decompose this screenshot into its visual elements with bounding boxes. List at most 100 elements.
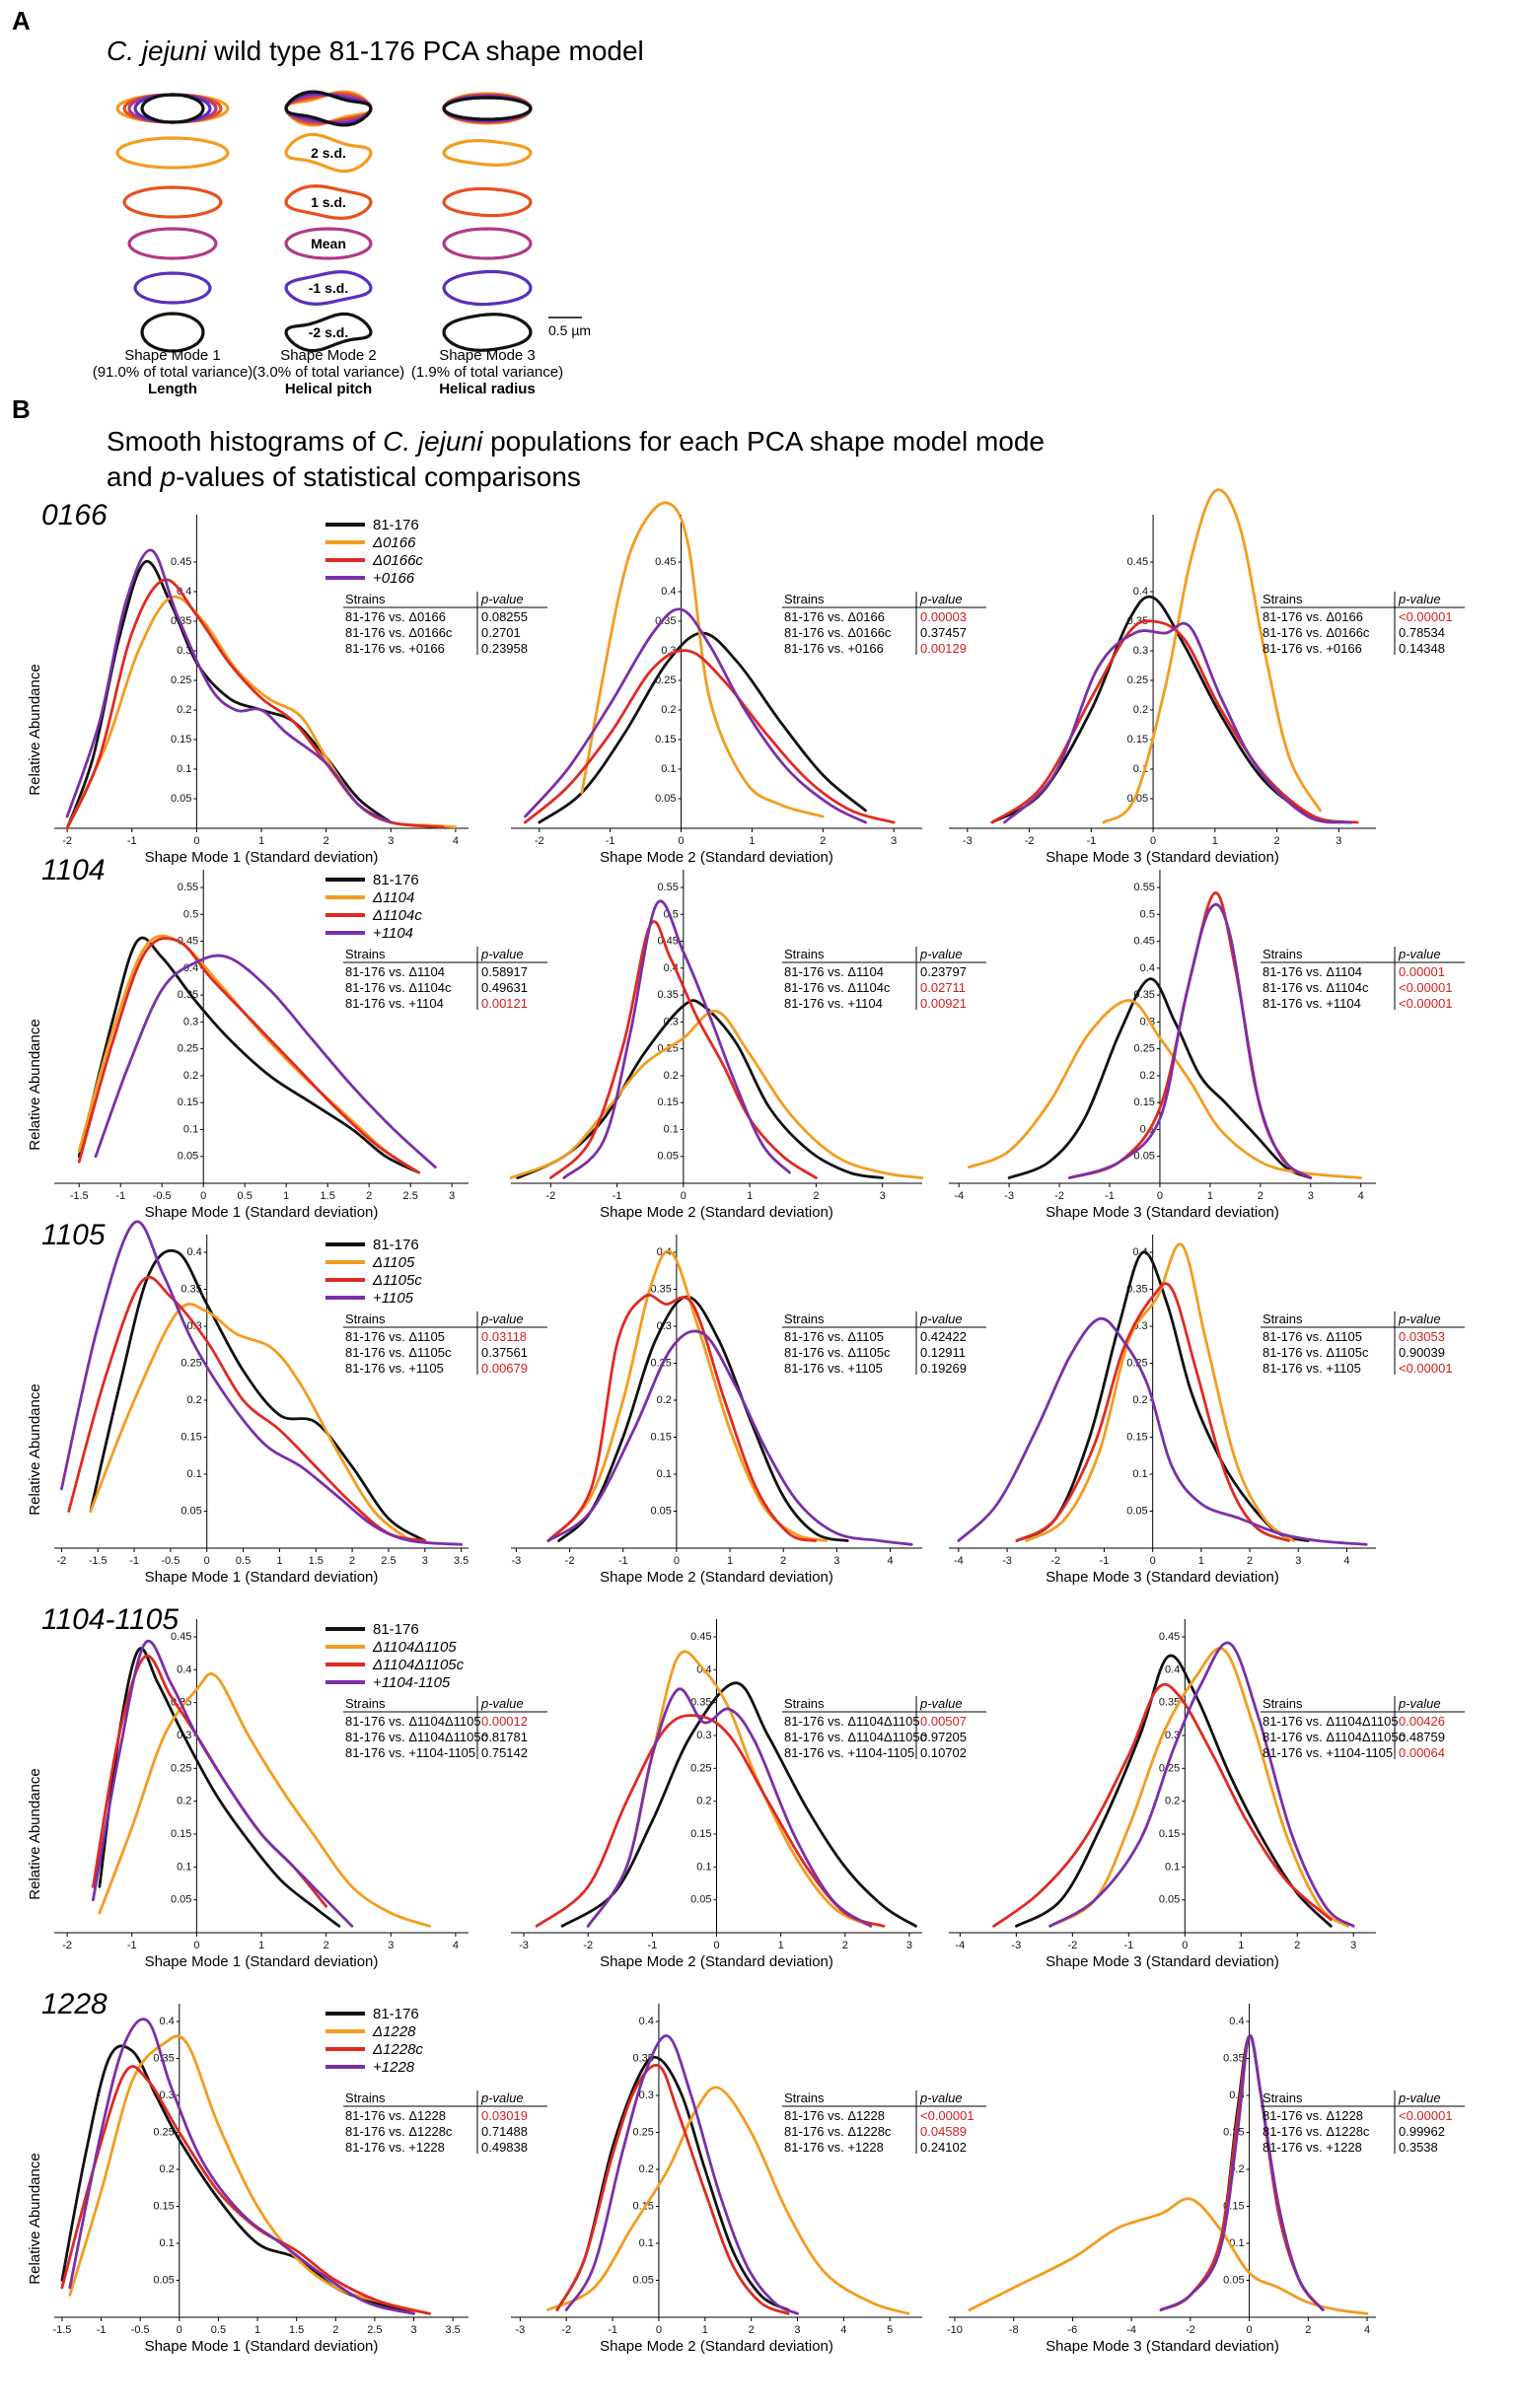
y-tick-label: 0.35	[1127, 615, 1148, 627]
y-axis-label: Relative Abundance	[27, 664, 43, 795]
y-tick-label: 0.15	[171, 734, 191, 745]
x-axis-label: Shape Mode 1 (Standard deviation)	[145, 2338, 379, 2355]
legend-label-4: +0166	[373, 570, 415, 587]
shape-mode3-row2	[442, 186, 533, 218]
x-tick-label: 1	[1238, 1940, 1244, 1951]
table-header-pvalue: p-value	[480, 2090, 524, 2105]
y-tick-label: 0.25	[153, 2127, 174, 2139]
series-curve-2	[968, 999, 1363, 1179]
y-tick-label: 0.4	[186, 1246, 201, 1258]
x-tick-label: -2	[62, 835, 72, 847]
y-tick-label: 0.45	[1127, 556, 1148, 568]
y-tick-label: 0.15	[180, 1432, 201, 1444]
x-tick-label: 3	[388, 1940, 394, 1951]
x-tick-label: 0	[1157, 1190, 1163, 1202]
x-tick-label: 2	[842, 1940, 848, 1951]
x-tick-label: 1	[258, 1940, 264, 1951]
table-pvalue: <0.00001	[1399, 1361, 1453, 1376]
y-tick-label: 0.45	[690, 1631, 711, 1643]
x-tick-label: -1.5	[52, 2324, 71, 2336]
x-tick-label: -1	[97, 2324, 107, 2336]
y-tick-label: 0.15	[690, 1828, 711, 1840]
panel-a-label: A	[12, 6, 31, 35]
y-tick-label: 0.3	[159, 2089, 174, 2101]
y-tick-label: 0.05	[1134, 1151, 1155, 1163]
y-tick-label: 0.1	[664, 1123, 679, 1135]
y-tick-label: 0.45	[1159, 1631, 1180, 1643]
y-tick-label: 0.4	[1133, 586, 1148, 598]
y-tick-label: 0.15	[1134, 1097, 1155, 1108]
panel-b-title-rest: -values of statistical comparisons	[176, 461, 581, 492]
table-strain: 81-176 vs. Δ1105	[1263, 1329, 1362, 1344]
x-tick-label: -1	[613, 1190, 622, 1202]
y-tick-label: 0.55	[178, 882, 198, 893]
table-pvalue: 0.23797	[920, 964, 967, 979]
table-header-pvalue: p-value	[919, 2090, 963, 2105]
table-pvalue: 0.10702	[920, 1745, 967, 1760]
table-strain: 81-176 vs. +0166	[784, 641, 884, 656]
series-curve-4	[60, 1220, 463, 1546]
series-curve-1	[1015, 1250, 1310, 1542]
x-tick-label: 1.5	[289, 2324, 304, 2336]
x-tick-label: -2	[1025, 835, 1035, 847]
x-tick-label: 0	[1150, 835, 1156, 847]
y-tick-label: 0.05	[657, 1151, 678, 1163]
legend-label-3: Δ1228c	[372, 2041, 423, 2058]
y-tick-label: 0.25	[1134, 1043, 1155, 1055]
x-tick-label: 1	[749, 835, 755, 847]
x-tick-label: -1.5	[70, 1190, 89, 1202]
legend-label-2: Δ1104	[372, 889, 414, 906]
x-tick-label: 4	[887, 1555, 893, 1567]
table-strain: 81-176 vs. Δ1104Δ1105	[784, 1714, 920, 1729]
table-header-pvalue: p-value	[480, 1311, 524, 1326]
x-tick-label: 0	[200, 1190, 206, 1202]
series-curve-3	[555, 2063, 790, 2315]
series-curve-1	[77, 936, 420, 1174]
x-tick-label: 4	[453, 1940, 459, 1951]
x-tick-label: -2	[545, 1190, 555, 1202]
y-tick-label: 0.55	[1134, 882, 1155, 893]
y-tick-label: 0.4	[1229, 2016, 1244, 2027]
table-pvalue: <0.00001	[1399, 996, 1453, 1011]
table-strain: 81-176 vs. Δ1104	[1263, 964, 1362, 979]
table-pvalue: 0.08255	[481, 609, 528, 624]
x-axis-label: Shape Mode 1 (Standard deviation)	[145, 1953, 379, 1970]
y-tick-label: 0.1	[661, 763, 676, 775]
x-tick-label: -2	[62, 1940, 72, 1951]
legend-label-2: Δ1228	[372, 2023, 416, 2040]
panel-a-title: C. jejuni wild type 81-176 PCA shape mod…	[107, 35, 644, 67]
y-tick-label: 0.25	[171, 1762, 191, 1774]
x-axis-label: Shape Mode 1 (Standard deviation)	[145, 849, 379, 866]
mode2-name: Shape Mode 2	[280, 347, 377, 364]
x-tick-label: -3	[515, 2324, 525, 2336]
sd-label: 1 s.d.	[311, 194, 346, 210]
series-curve-4	[562, 899, 791, 1179]
x-tick-label: 3.5	[454, 1555, 469, 1567]
table-header-pvalue: p-value	[480, 592, 524, 606]
legend-label-4: +1104	[373, 925, 413, 942]
table-header-strains: Strains	[345, 1311, 386, 1326]
y-tick-label: 0.4	[159, 2016, 174, 2027]
table-pvalue: <0.00001	[920, 2108, 975, 2123]
table-strain: 81-176 vs. Δ1105	[345, 1329, 445, 1344]
table-pvalue: 0.03019	[481, 2108, 528, 2123]
legend-label-4: +1228	[373, 2059, 415, 2076]
table-pvalue: 0.03053	[1399, 1329, 1445, 1344]
x-tick-label: 1	[1212, 835, 1218, 847]
x-tick-label: 1	[747, 1190, 753, 1202]
x-axis-label: Shape Mode 3 (Standard deviation)	[1046, 1569, 1279, 1586]
x-axis-label: Shape Mode 3 (Standard deviation)	[1046, 2338, 1279, 2355]
series-curve-1	[89, 1248, 427, 1542]
y-tick-label: 0.2	[186, 1394, 201, 1406]
x-tick-label: -2	[1054, 1190, 1064, 1202]
y-tick-label: 0.1	[1229, 2237, 1244, 2249]
mode2-caption: Shape Mode 2 (3.0% of total variance) He…	[220, 347, 437, 397]
x-tick-label: 1.5	[309, 1555, 324, 1567]
y-tick-label: 0.45	[657, 936, 678, 948]
table-strain: 81-176 vs. Δ1104Δ1105c	[784, 1730, 927, 1744]
x-tick-label: -2	[583, 1940, 593, 1951]
legend-label-3: Δ1105c	[372, 1272, 422, 1289]
table-pvalue: 0.49838	[481, 2140, 528, 2155]
table-strain: 81-176 vs. Δ1228	[345, 2108, 446, 2123]
x-tick-label: -3	[519, 1940, 529, 1951]
